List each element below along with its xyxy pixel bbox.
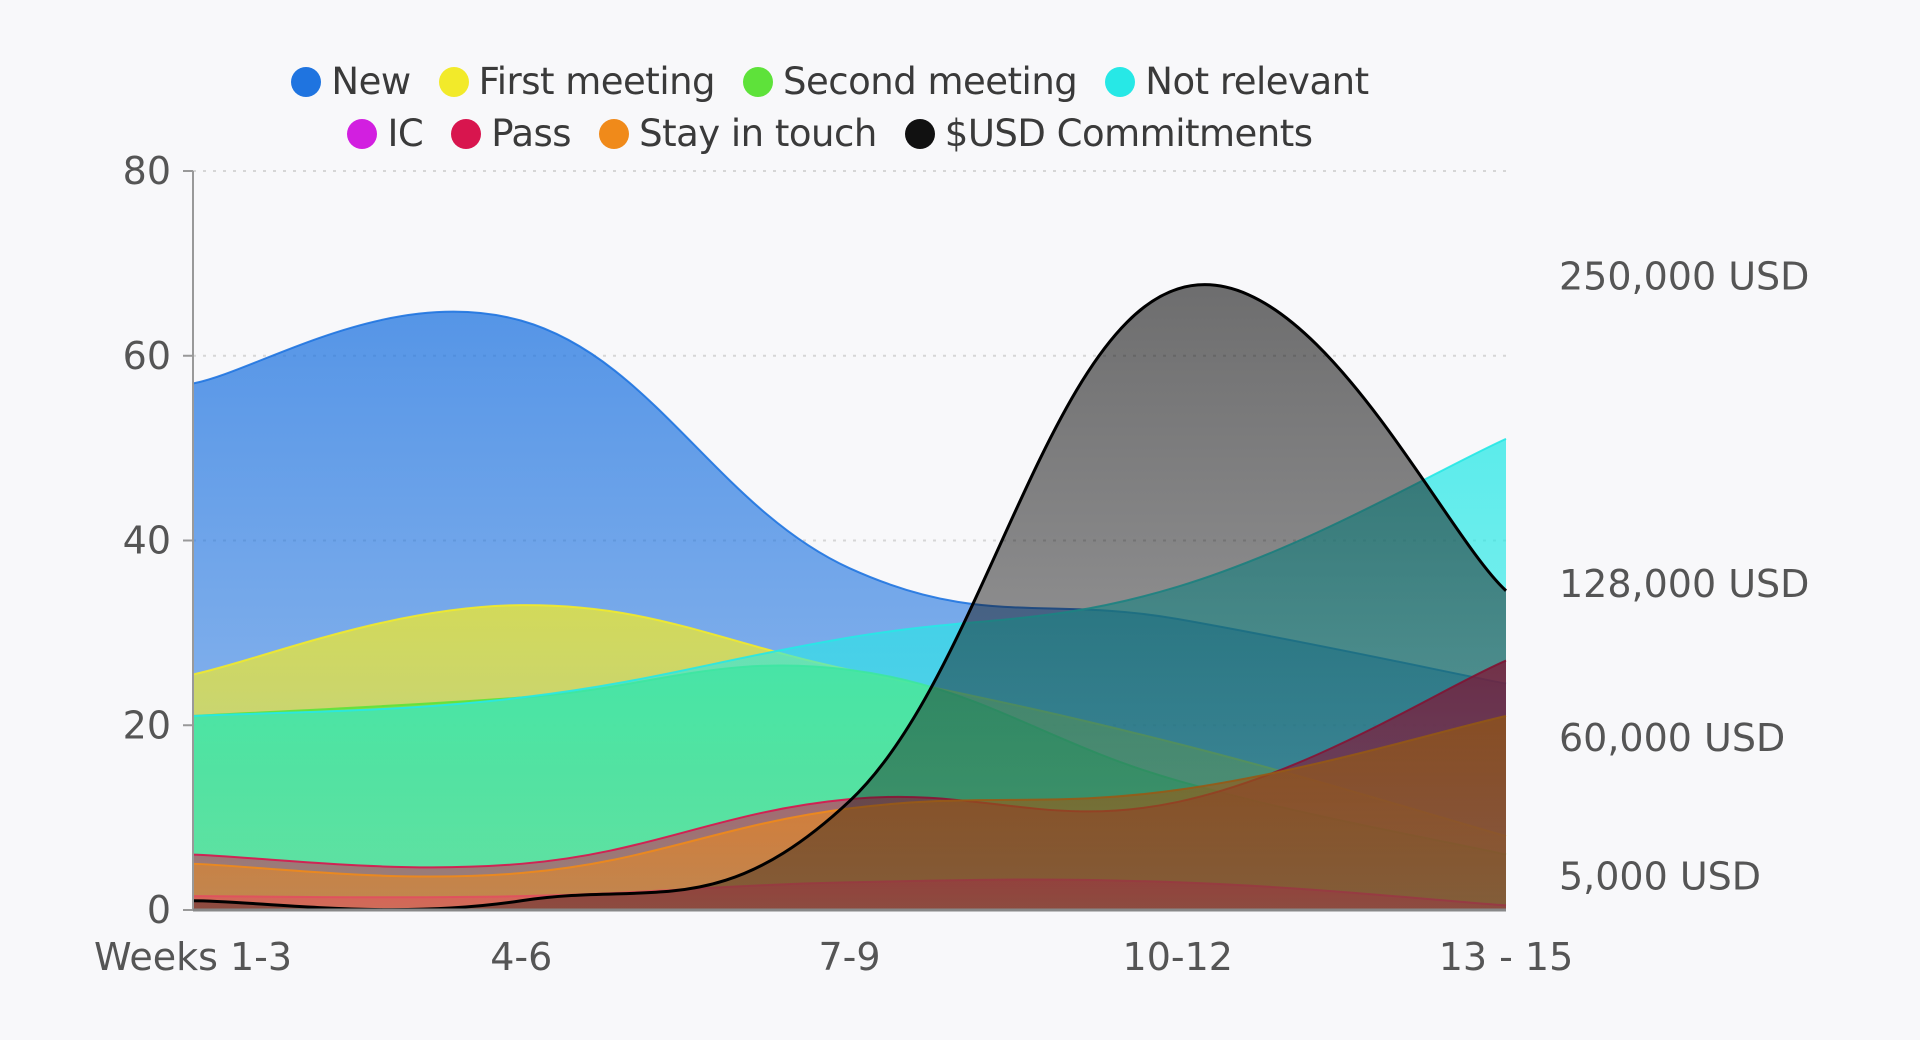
right-axis-tick-label: 60,000 USD (1559, 716, 1785, 760)
legend-label: IC (387, 112, 424, 155)
legend-marker-icon (743, 66, 774, 97)
x-tick-label: Weeks 1-3 (94, 935, 292, 979)
legend-marker-icon (904, 118, 935, 149)
legend-item[interactable]: Stay in touch (599, 112, 877, 155)
legend-row-2: IC Pass Stay in touch $USD Commitments (0, 112, 1660, 158)
legend-marker-icon (438, 66, 469, 97)
line--usd-commitments (192, 283, 1508, 912)
legend-item[interactable]: Pass (451, 112, 572, 155)
legend-marker-icon (1105, 66, 1136, 97)
x-tick-label: 4-6 (490, 935, 552, 979)
y-tick-label: 40 (123, 519, 171, 563)
legend-row-1: New First meeting Second meeting Not releva… (0, 60, 1660, 106)
legend-label: Not relevant (1145, 60, 1369, 103)
legend-item[interactable]: IC (347, 112, 424, 155)
legend-item[interactable]: First meeting (438, 60, 716, 103)
y-tick-label: 60 (123, 334, 171, 378)
x-tick-label: 10-12 (1123, 935, 1233, 979)
legend-label: Stay in touch (639, 112, 877, 155)
legend-marker-icon (599, 118, 630, 149)
x-tick-label: 13 - 15 (1439, 935, 1574, 979)
legend-item[interactable]: $USD Commitments (904, 112, 1313, 155)
right-axis-tick-label: 250,000 USD (1559, 254, 1809, 298)
legend-item[interactable]: New (291, 60, 411, 103)
y-tick-label: 0 (147, 888, 171, 932)
legend-item[interactable]: Not relevant (1105, 60, 1369, 103)
right-axis-tick-label: 5,000 USD (1559, 855, 1761, 899)
legend-marker-icon (347, 118, 378, 149)
y-tick-label: 80 (123, 149, 171, 193)
legend-marker-icon (291, 66, 322, 97)
area--usd-commitments (193, 284, 1506, 911)
right-axis-tick-label: 128,000 USD (1559, 562, 1809, 606)
legend-label: $USD Commitments (944, 112, 1313, 155)
legend-label: Second meeting (783, 60, 1078, 103)
legend-label: New (331, 60, 411, 103)
series-areas (192, 283, 1508, 912)
axes: 0 20 40 60 80 Weeks 1-3 4-6 7-9 10-12 13 - 15 250,… (94, 149, 1809, 979)
legend-label: Pass (491, 112, 572, 155)
legend-label: First meeting (478, 60, 716, 103)
y-tick-label: 20 (123, 703, 171, 747)
x-tick-label: 7-9 (818, 935, 880, 979)
legend-item[interactable]: Second meeting (743, 60, 1078, 103)
legend-marker-icon (451, 118, 482, 149)
